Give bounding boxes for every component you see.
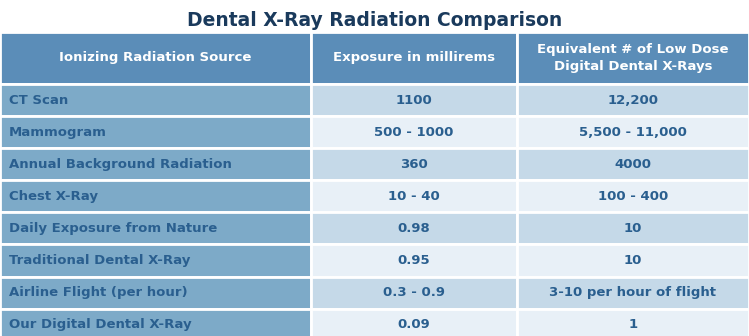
Text: 100 - 400: 100 - 400 [598, 190, 668, 203]
Text: 0.3 - 0.9: 0.3 - 0.9 [383, 286, 445, 299]
Bar [0, 32, 311, 84]
Text: CT Scan: CT Scan [9, 93, 68, 107]
Text: Airline Flight (per hour): Airline Flight (per hour) [9, 286, 187, 299]
Bar [0, 84, 311, 116]
Text: 0.98: 0.98 [398, 222, 430, 235]
Bar [0, 148, 311, 180]
Text: Annual Background Radiation: Annual Background Radiation [9, 158, 232, 171]
Bar [311, 116, 517, 148]
Text: Equivalent # of Low Dose
Digital Dental X-Rays: Equivalent # of Low Dose Digital Dental … [537, 43, 729, 73]
Text: 5,500 - 11,000: 5,500 - 11,000 [579, 126, 687, 139]
Text: Ionizing Radiation Source: Ionizing Radiation Source [59, 51, 252, 65]
Bar [517, 244, 749, 277]
Bar [0, 308, 311, 336]
Bar [517, 148, 749, 180]
Bar [311, 308, 517, 336]
Text: 10 - 40: 10 - 40 [388, 190, 440, 203]
Text: 1100: 1100 [395, 93, 432, 107]
Bar [311, 180, 517, 212]
Bar [517, 116, 749, 148]
Bar [517, 277, 749, 308]
Bar [0, 180, 311, 212]
Bar [311, 32, 517, 84]
Text: Traditional Dental X-Ray: Traditional Dental X-Ray [9, 254, 190, 267]
Bar [0, 244, 311, 277]
Text: Daily Exposure from Nature: Daily Exposure from Nature [9, 222, 217, 235]
Text: 3-10 per hour of flight: 3-10 per hour of flight [550, 286, 716, 299]
Bar [311, 244, 517, 277]
Bar [311, 277, 517, 308]
Bar [311, 84, 517, 116]
Text: 1: 1 [628, 318, 637, 331]
Bar [0, 116, 311, 148]
Text: Our Digital Dental X-Ray: Our Digital Dental X-Ray [9, 318, 192, 331]
Bar [517, 32, 749, 84]
Text: Mammogram: Mammogram [9, 126, 107, 139]
Text: 4000: 4000 [614, 158, 652, 171]
Text: 10: 10 [624, 222, 642, 235]
Text: 500 - 1000: 500 - 1000 [374, 126, 453, 139]
Text: 12,200: 12,200 [607, 93, 658, 107]
Bar [0, 212, 311, 245]
Bar [517, 84, 749, 116]
Bar [517, 180, 749, 212]
Bar [517, 308, 749, 336]
Text: 10: 10 [624, 254, 642, 267]
Bar [517, 212, 749, 245]
Text: Chest X-Ray: Chest X-Ray [9, 190, 98, 203]
Bar [0, 277, 311, 308]
Text: Exposure in millirems: Exposure in millirems [333, 51, 495, 65]
Bar [311, 212, 517, 245]
Text: 360: 360 [400, 158, 428, 171]
Text: 0.95: 0.95 [398, 254, 430, 267]
Text: 0.09: 0.09 [398, 318, 430, 331]
Bar [311, 148, 517, 180]
Text: Dental X-Ray Radiation Comparison: Dental X-Ray Radiation Comparison [187, 11, 562, 30]
